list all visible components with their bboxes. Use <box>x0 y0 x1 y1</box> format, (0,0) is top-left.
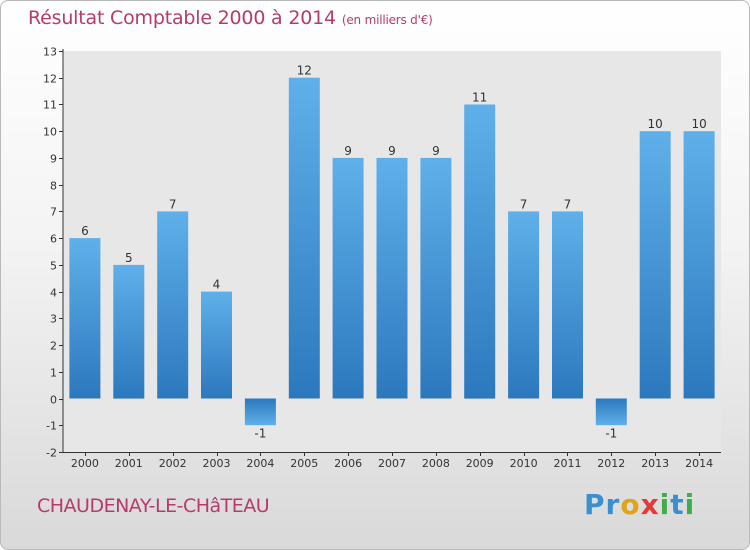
chart-subtitle: (en milliers d'€) <box>341 13 433 27</box>
bar-value-label: 10 <box>648 117 663 131</box>
x-tick-label: 2005 <box>290 457 318 470</box>
bar-value-label: 9 <box>432 144 440 158</box>
bar-value-label: -1 <box>605 426 617 440</box>
bar-2014 <box>683 131 715 399</box>
y-tick-label: -2 <box>46 447 57 460</box>
bar-2000 <box>69 238 101 399</box>
bar-value-label: 6 <box>81 224 89 238</box>
x-tick-label: 2008 <box>422 457 450 470</box>
bar-2005 <box>288 77 320 399</box>
brand-logo-letter: x <box>640 488 660 521</box>
bar-2004 <box>244 398 276 426</box>
x-tick-label: 2013 <box>641 457 669 470</box>
bar-2008 <box>420 157 452 399</box>
x-tick-label: 2011 <box>554 457 582 470</box>
bar-value-label: 7 <box>564 197 572 211</box>
x-tick-label: 2007 <box>378 457 406 470</box>
bar-value-label: 5 <box>125 251 133 265</box>
y-tick-label: 1 <box>50 367 57 380</box>
chart-title-text: Résultat Comptable 2000 à 2014 <box>28 7 336 29</box>
y-tick-label: 6 <box>50 233 57 246</box>
x-tick-label: 2012 <box>597 457 625 470</box>
y-tick-label: 2 <box>50 340 57 353</box>
bar-2007 <box>376 157 408 399</box>
bar-value-label: 10 <box>691 117 706 131</box>
y-tick-label: 8 <box>50 180 57 193</box>
x-tick-label: 2002 <box>159 457 187 470</box>
x-tick-label: 2000 <box>71 457 99 470</box>
bar-2010 <box>508 211 540 399</box>
x-tick-label: 2010 <box>510 457 538 470</box>
x-tick-label: 2001 <box>115 457 143 470</box>
bar-2002 <box>157 211 189 399</box>
bar-value-label: 7 <box>520 197 528 211</box>
y-tick-label: 9 <box>50 153 57 166</box>
y-tick-label: 7 <box>50 206 57 219</box>
bar-2006 <box>332 157 364 399</box>
bar-value-label: 4 <box>213 278 221 292</box>
bar-2003 <box>201 291 232 399</box>
bar-value-label: 9 <box>344 144 352 158</box>
brand-logo-letter: P <box>584 488 606 521</box>
bar-value-label: 9 <box>388 144 396 158</box>
bar-value-label: 11 <box>472 91 487 105</box>
chart-title: Résultat Comptable 2000 à 2014 (en millie… <box>28 7 433 29</box>
x-tick-label: 2014 <box>685 457 713 470</box>
bar-2009 <box>464 104 496 399</box>
x-tick-label: 2009 <box>466 457 494 470</box>
y-tick-label: 11 <box>43 99 57 112</box>
x-tick-label: 2003 <box>203 457 231 470</box>
y-tick-label: -1 <box>46 420 57 433</box>
y-tick-label: 3 <box>50 313 57 326</box>
y-tick-label: 4 <box>50 287 57 300</box>
brand-logo: Proxiti <box>584 488 695 521</box>
bar-2013 <box>639 131 671 399</box>
bar-2011 <box>552 211 583 399</box>
brand-logo-letter: i <box>659 488 671 521</box>
bar-2012 <box>595 398 627 426</box>
bar-value-label: 12 <box>297 64 312 78</box>
y-tick-label: 10 <box>43 126 57 139</box>
brand-logo-letter: r <box>605 488 621 521</box>
x-tick-label: 2004 <box>246 457 274 470</box>
y-tick-label: 5 <box>50 260 57 273</box>
brand-logo-letter: o <box>620 488 641 521</box>
y-tick-label: 0 <box>50 394 57 407</box>
brand-logo-letter: i <box>684 488 696 521</box>
brand-logo-letter: t <box>670 488 685 521</box>
bar-value-label: -1 <box>254 426 266 440</box>
y-tick-label: 13 <box>43 46 57 59</box>
location-name: CHAUDENAY-LE-CHâTEAU <box>37 495 270 517</box>
bar-value-label: 7 <box>169 197 177 211</box>
bar-2001 <box>113 264 145 399</box>
y-tick-label: 12 <box>43 73 57 86</box>
x-tick-label: 2006 <box>334 457 362 470</box>
